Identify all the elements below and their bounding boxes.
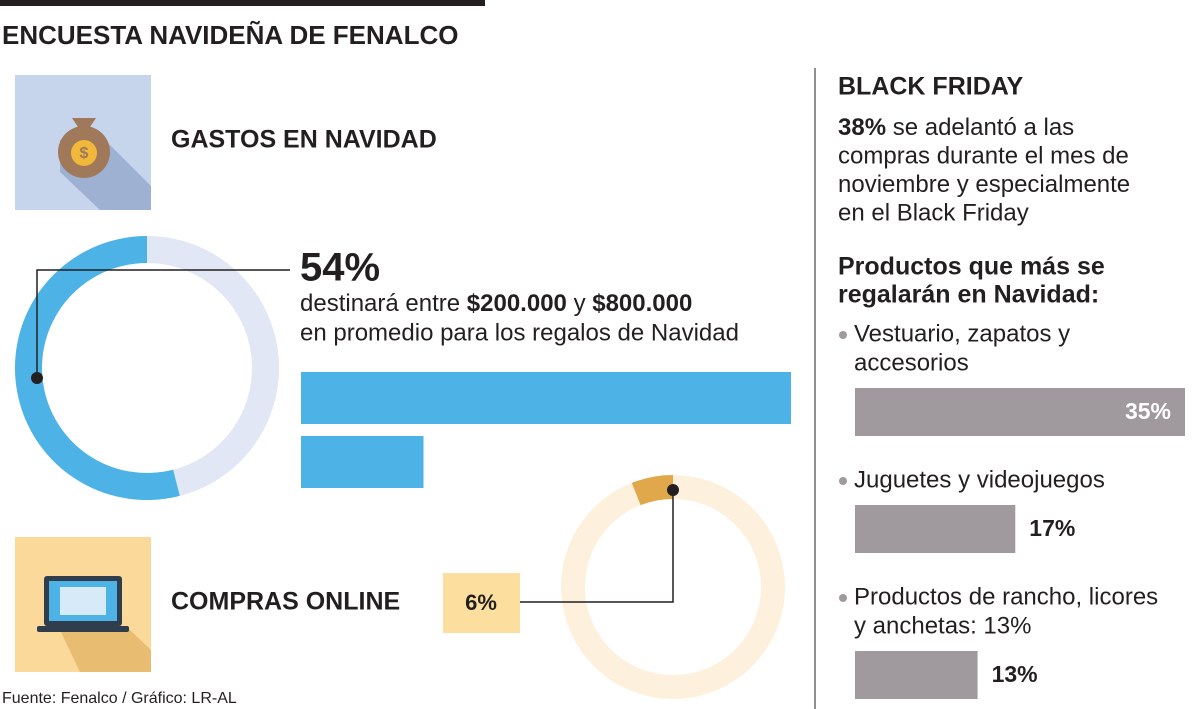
label-box [443,573,520,633]
text: y [574,290,586,317]
money-icon: $ [15,75,151,210]
share-label: 6% [465,590,497,615]
bullet [839,594,847,602]
body-text: destinará entre $200.000 y $800.000 [300,290,692,317]
item-label: Juguetes y videojuegos [854,466,1105,493]
text: destinará entre [300,290,460,317]
leader-line [520,490,674,603]
text: noviembre y especialmente [838,171,1130,198]
leader-dot [31,372,43,384]
section-heading: BLACK FRIDAY [838,73,1024,101]
laptop-icon [15,537,151,672]
item-label: y anchetas: 13% [854,612,1031,639]
donut-segment [14,236,180,500]
bar [855,651,978,699]
bar [855,388,1185,436]
value-label: 17% [1029,515,1075,541]
title: ENCUESTA NAVIDEÑA DE FENALCO [2,20,458,50]
section-heading: GASTOS EN NAVIDAD [171,126,437,154]
amount-bar [301,372,791,424]
leader-dot [667,484,679,496]
bullet [839,477,847,485]
top-rule [0,0,485,6]
subheading: regalarán en Navidad: [838,281,1099,309]
value-label: 35% [1125,398,1171,424]
text: compras durante el mes de [838,143,1129,170]
value-label: 13% [992,661,1038,687]
donut-segment [631,475,673,506]
item-label: accesorios [854,349,969,376]
item-label: Productos de rancho, licores [854,583,1158,610]
body-text: en promedio para los regalos de Navidad [300,319,739,346]
item-label: Vestuario, zapatos y [854,320,1070,347]
amount: $800.000 [592,290,692,317]
amount: $200.000 [467,290,567,317]
body-text: compras durante el mes de [838,143,1129,170]
body-text: 38% se adelantó a las [838,114,1074,141]
lead: 38% [838,114,886,141]
amount-bar [301,436,424,488]
source: Fuente: Fenalco / Gráfico: LR-AL [2,690,237,707]
share-label: 54% [300,246,380,290]
leader-line [36,269,290,378]
bar [855,505,1016,553]
subheading: Productos que más se [838,253,1105,281]
icon-glyph: $ [80,145,89,162]
bullet [839,331,847,339]
text: se adelantó a las [893,114,1074,141]
text: en el Black Friday [838,200,1029,227]
section-heading: COMPRAS ONLINE [171,588,400,616]
body-text: noviembre y especialmente [838,171,1130,198]
body-text: en el Black Friday [838,200,1029,227]
